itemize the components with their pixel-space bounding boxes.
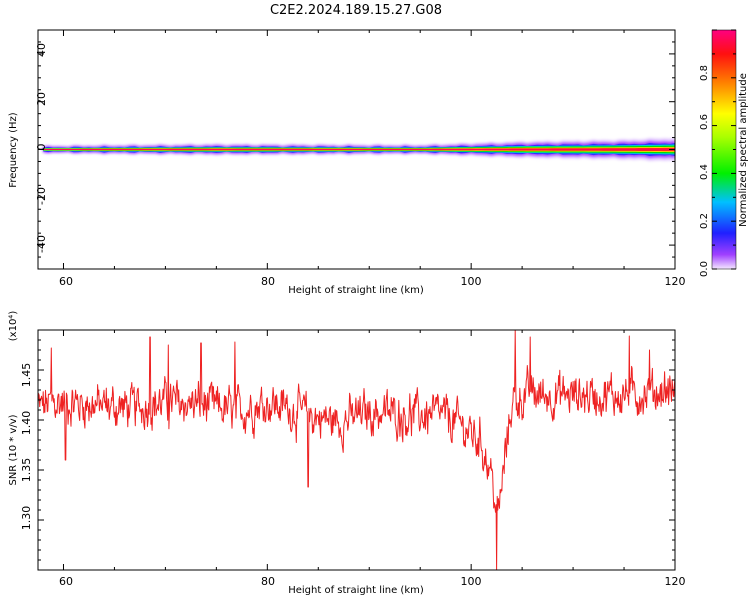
snr-xtick-120: 120 — [665, 575, 686, 588]
snr-y-multiplier: (x10⁴) — [8, 311, 19, 342]
spectrogram-xtick-100: 100 — [461, 275, 482, 288]
spectrogram-ytick-40: 40 — [35, 43, 48, 57]
snr-panel: 60 80 100 120 Height of straight line (k… — [8, 311, 686, 596]
spectrogram-band — [43, 137, 675, 162]
spectrogram-ytick-20: 20 — [35, 92, 48, 106]
colorbar: 0.0 0.2 0.4 0.6 0.8 Normalized spectral … — [699, 29, 749, 277]
spectrogram-ytick-neg20: -20 — [35, 187, 48, 205]
colorbar-gradient — [712, 30, 736, 269]
snr-series-line — [38, 330, 675, 570]
colorbar-tick-0.4: 0.4 — [699, 164, 710, 180]
spectrogram-ticks — [38, 29, 676, 270]
spectrogram-panel: 60 80 100 120 Height of straight line (k… — [8, 29, 686, 296]
colorbar-tick-0.8: 0.8 — [699, 65, 710, 81]
spectrogram-xlabel: Height of straight line (km) — [288, 285, 424, 296]
snr-ylabel: SNR (10 * v/v) — [8, 414, 19, 485]
colorbar-ticks — [711, 29, 737, 270]
snr-xtick-60: 60 — [59, 575, 73, 588]
snr-ytick-1.45: 1.45 — [20, 363, 33, 388]
colorbar-frame — [711, 29, 737, 270]
snr-xtick-100: 100 — [461, 575, 482, 588]
snr-xtick-80: 80 — [261, 575, 275, 588]
colorbar-tick-0.6: 0.6 — [699, 114, 710, 130]
colorbar-tick-0: 0.0 — [699, 261, 710, 277]
figure-title: C2E2.2024.189.15.27.G08 — [270, 3, 442, 18]
spectrogram-xtick-60: 60 — [59, 275, 73, 288]
spectrogram-xtick-80: 80 — [261, 275, 275, 288]
colorbar-label: Normalized spectral amplitude — [738, 73, 749, 227]
spectrogram-ytick-neg40: -40 — [35, 235, 48, 253]
colorbar-tick-0.2: 0.2 — [699, 213, 710, 229]
snr-ytick-1.40: 1.40 — [20, 411, 33, 436]
snr-ytick-1.30: 1.30 — [20, 506, 33, 531]
snr-ytick-1.35: 1.35 — [20, 458, 33, 483]
snr-plot-area — [38, 330, 675, 570]
spectrogram-xtick-120: 120 — [665, 275, 686, 288]
spectrogram-ylabel: Frequency (Hz) — [8, 112, 19, 188]
snr-ticks — [38, 329, 676, 571]
spectrogram-ytick-0: 0 — [35, 144, 48, 151]
snr-xlabel: Height of straight line (km) — [288, 585, 424, 596]
